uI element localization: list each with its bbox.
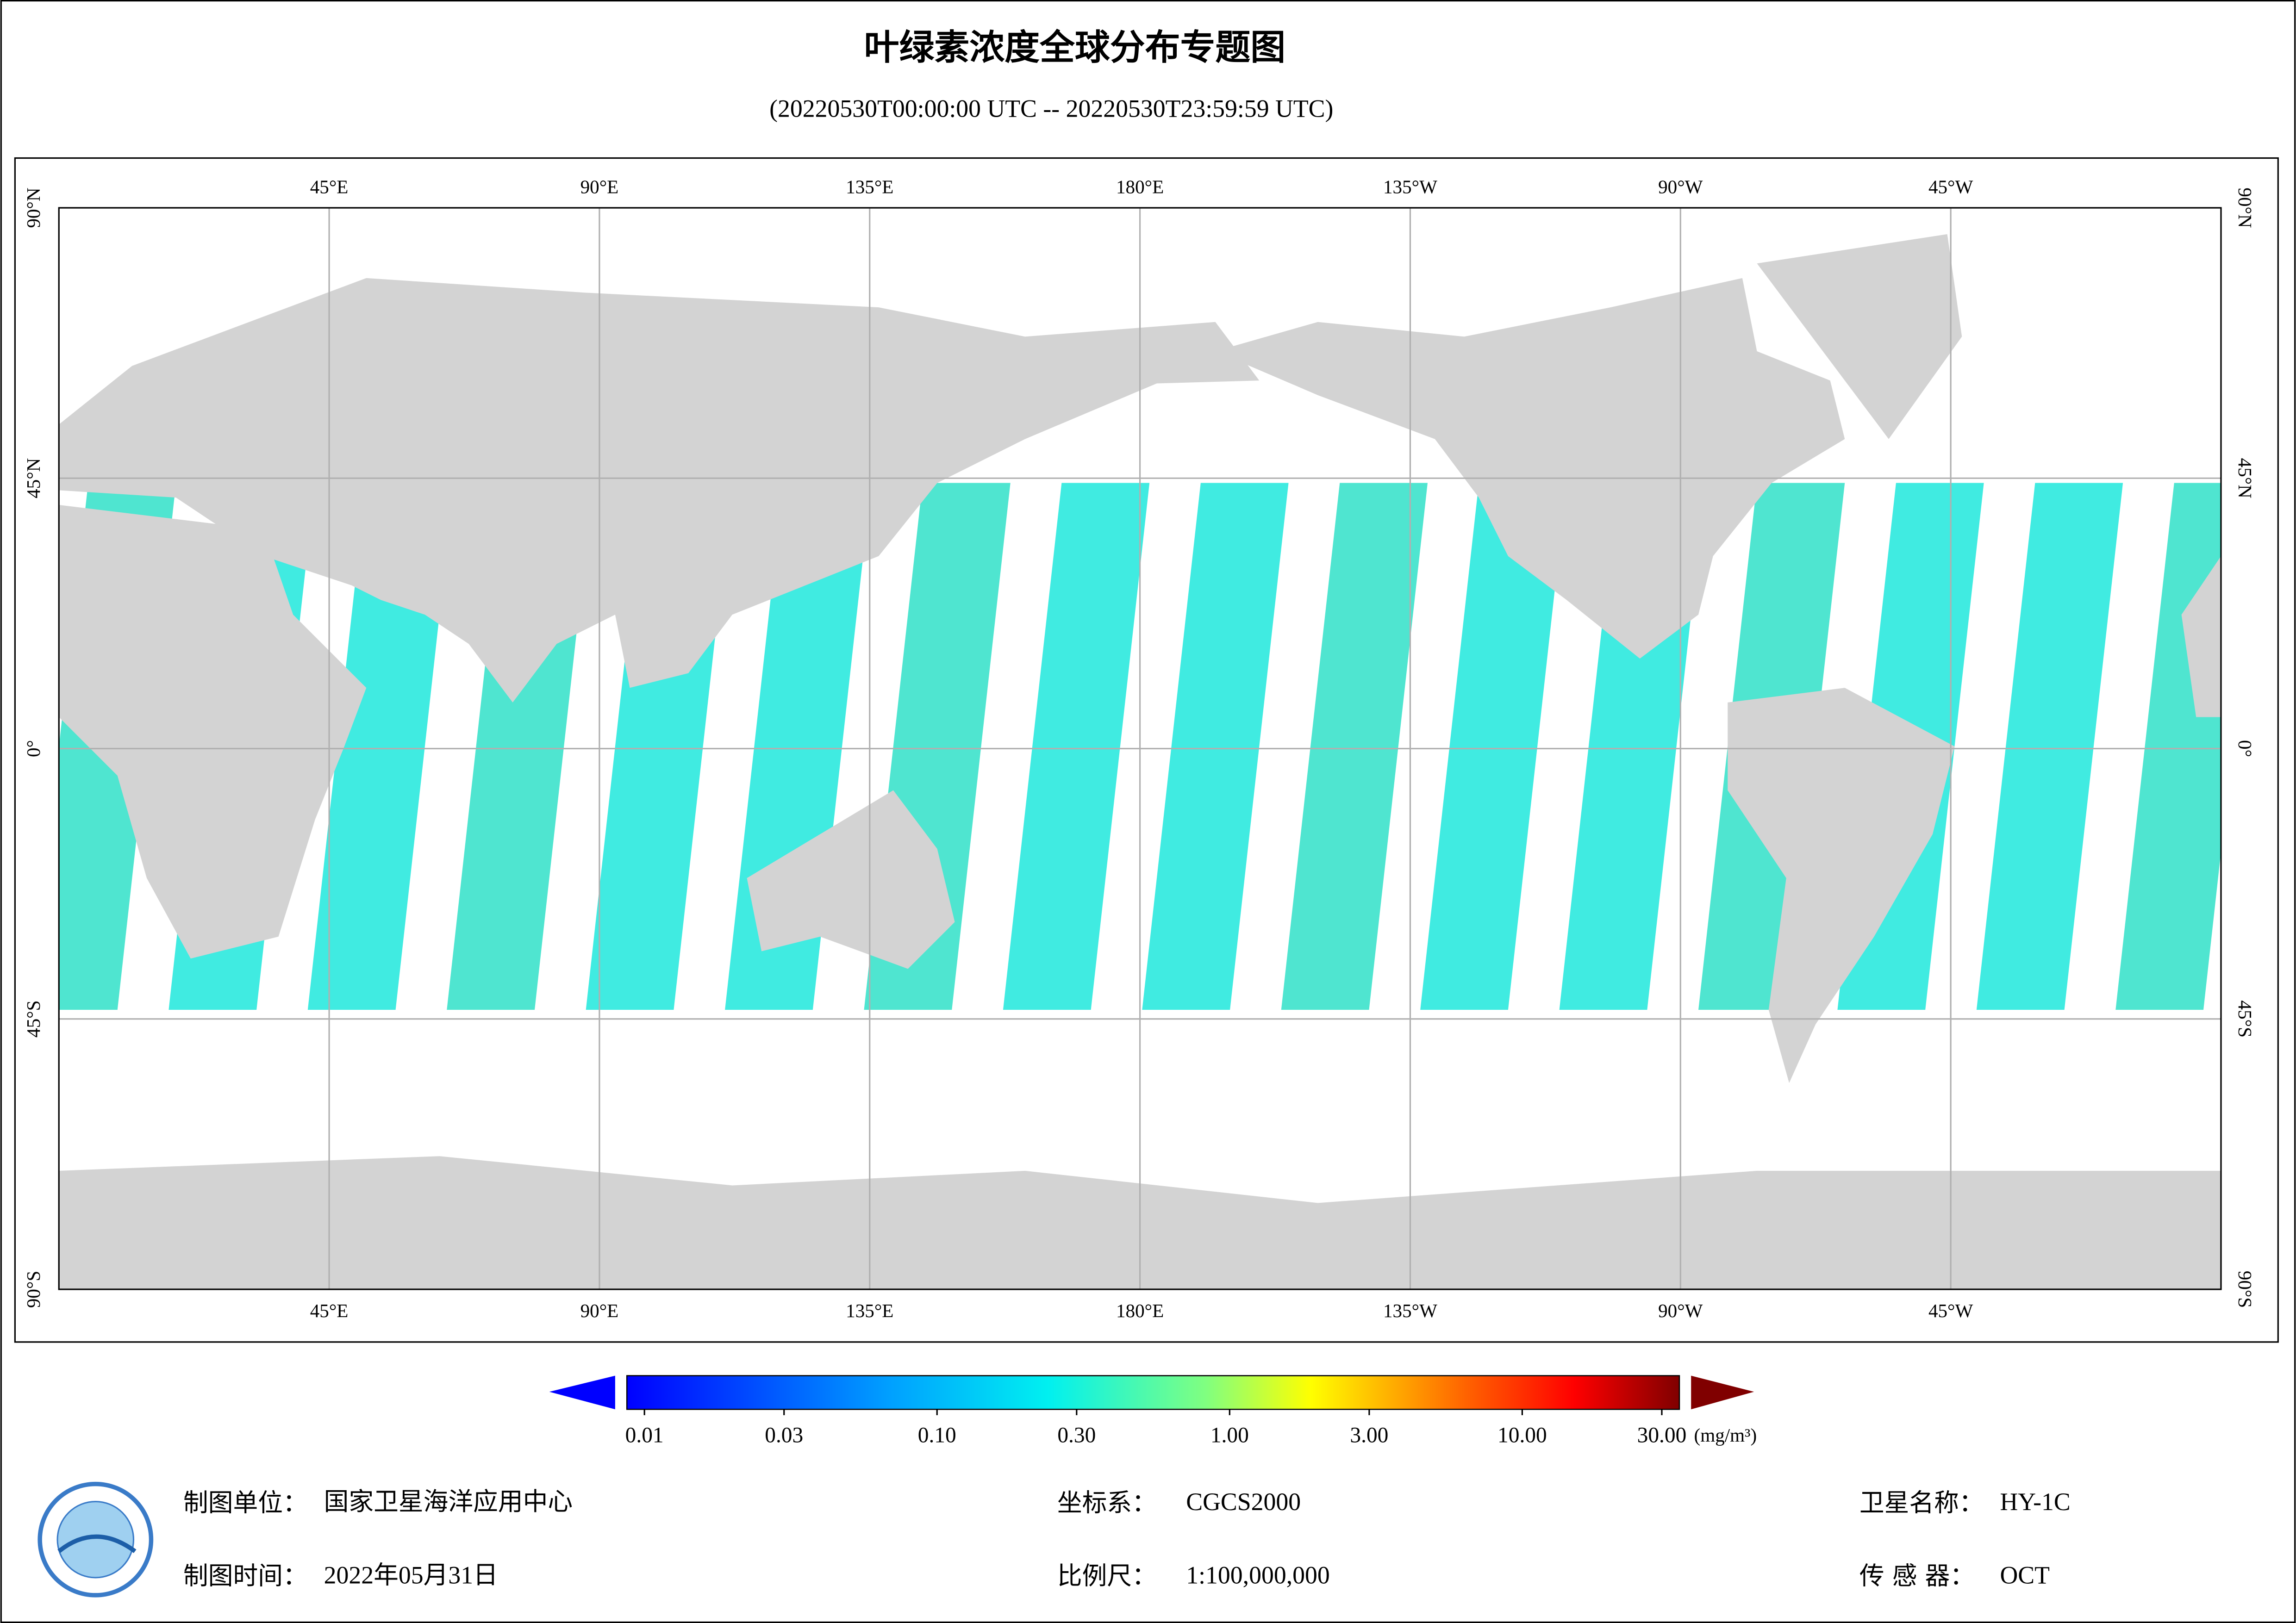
x-tick-label: 45°E [310,1300,349,1321]
x-tick-label: 135°W [1383,176,1437,197]
footer-value: 1:100,000,000 [1186,1561,1330,1589]
x-tick-label: 135°W [1383,1300,1437,1321]
ocean-swath [307,483,455,1010]
x-tick-label: 45°W [1928,1300,1973,1321]
footer-value: OCT [2000,1561,2050,1589]
x-tick-label: 45°E [310,176,349,197]
footer-label: 卫星名称： [1859,1488,1984,1517]
land-north-america [1215,278,1845,659]
footer-value: HY-1C [2000,1488,2070,1516]
axis-labels: 45°E 45°E 90°E 90°E 135°E 135°E 180°E 180°E 135°… [23,176,2256,1321]
y-tick-label: 90°S [23,1271,44,1308]
x-tick-label: 90°W [1658,176,1703,197]
y-tick-label: 45°N [2234,458,2256,498]
footer-label: 坐标系： [1057,1488,1157,1517]
logo [37,1481,154,1598]
y-tick-label: 90°N [2234,187,2256,228]
footer-label: 制图单位： [183,1488,308,1517]
title: 叶绿素浓度全球分布专题图 [864,27,1286,68]
x-tick-label: 180°E [1116,1300,1164,1321]
ocean-swath [1003,483,1150,1010]
footer-label: 比例尺： [1057,1561,1157,1591]
ocean-swath [1420,483,1567,1010]
y-tick-label: 0° [2234,740,2256,757]
footer-value: 国家卫星海洋应用中心 [324,1488,573,1516]
colorbar-unit: (mg/m³) [1694,1424,1757,1446]
colorbar-tick-label: 0.30 [1057,1423,1096,1447]
colorbar: 0.01 0.03 0.10 0.30 1.00 3.00 10.00 30.00 (mg/m³… [549,1375,1757,1447]
colorbar-ramp [626,1375,1680,1410]
land-africa [59,504,367,959]
footer-value: 2022年05月31日 [324,1561,498,1589]
footer: 制图单位： 国家卫星海洋应用中心 坐标系： CGCS2000 卫星名称： HY-1C 制图时… [183,1488,2071,1590]
map-frame [14,157,2279,1343]
x-tick-label: 45°W [1928,176,1973,197]
land-eurasia [59,278,1260,703]
x-tick-label: 180°E [1116,176,1164,197]
y-tick-label: 45°N [23,458,44,498]
map-area [59,208,2221,1289]
y-tick-label: 90°S [2234,1271,2256,1308]
colorbar-high-arrow [1691,1375,1754,1410]
y-tick-label: 90°N [23,187,44,228]
colorbar-tick-label: 10.00 [1497,1423,1547,1447]
footer-label: 制图时间： [183,1561,308,1591]
x-tick-label: 90°E [580,176,619,197]
y-tick-label: 45°S [23,1001,44,1038]
colorbar-tick-label: 0.01 [625,1423,664,1447]
colorbar-tick-label: 0.10 [918,1423,956,1447]
y-tick-label: 0° [23,740,44,757]
colorbar-tick-label: 0.03 [765,1423,803,1447]
land-australia [747,790,955,969]
colorbar-tick-label: 3.00 [1350,1423,1388,1447]
land-west-africa [2181,556,2221,717]
ocean-swath [1281,483,1428,1010]
footer-label: 传 感 器： [1859,1561,1975,1591]
colorbar-low-arrow [549,1375,615,1410]
colorbar-ticks: 0.01 0.03 0.10 0.30 1.00 3.00 10.00 30.00 (mg/m³… [625,1409,1757,1447]
x-tick-label: 135°E [846,1300,893,1321]
land-greenland [1757,234,1962,439]
ocean-swath [1142,483,1289,1010]
x-tick-label: 90°W [1658,1300,1703,1321]
y-tick-label: 45°S [2234,1001,2256,1038]
colorbar-tick-label: 1.00 [1210,1423,1249,1447]
ocean-swath [1976,483,2123,1010]
x-tick-label: 135°E [846,176,893,197]
subtitle: (20220530T00:00:00 UTC -- 20220530T23:59… [769,95,1333,123]
footer-value: CGCS2000 [1186,1488,1301,1516]
colorbar-tick-label: 30.00 [1637,1423,1687,1447]
map-border [58,207,2222,1290]
land-south-america [1728,688,1955,1083]
graticule [59,208,2221,1289]
x-tick-label: 90°E [580,1300,619,1321]
